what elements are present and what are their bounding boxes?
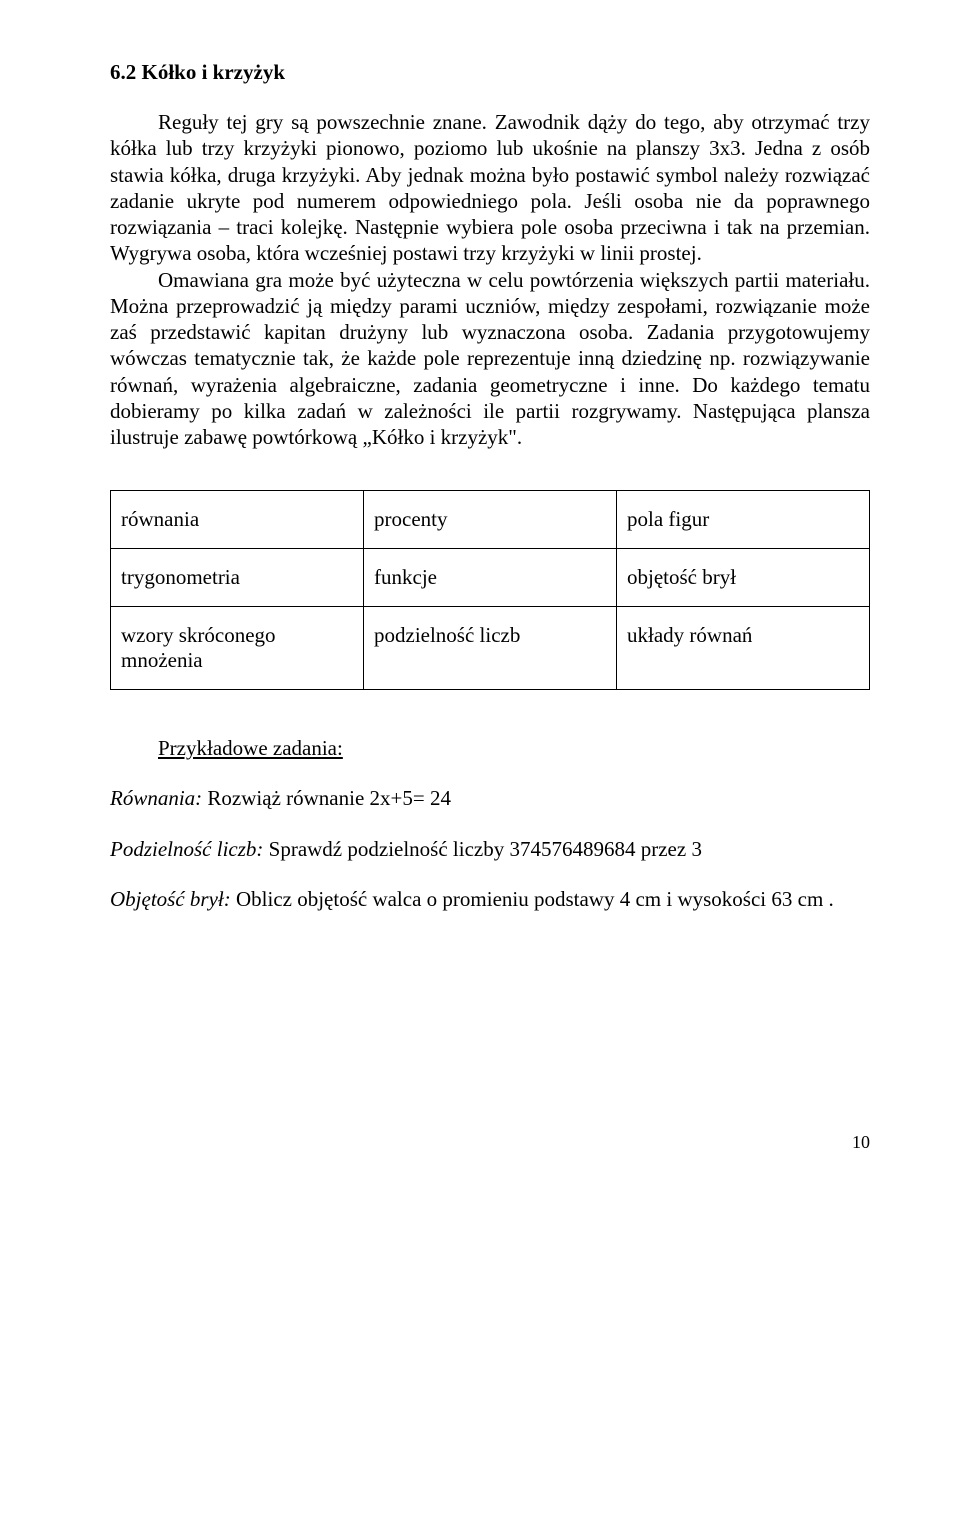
example-2: Podzielność liczb: Sprawdź podzielność l… (110, 836, 870, 862)
table-cell: pola figur (617, 491, 870, 549)
topic-grid-table: równania procenty pola figur trygonometr… (110, 490, 870, 690)
table-cell: objętość brył (617, 549, 870, 607)
section-heading: 6.2 Kółko i krzyżyk (110, 60, 870, 85)
table-cell: układy równań (617, 607, 870, 690)
example-3-label: Objętość brył: (110, 887, 231, 911)
table-cell: wzory skróconego mnożenia (111, 607, 364, 690)
paragraph-1: Reguły tej gry są powszechnie znane. Zaw… (110, 109, 870, 267)
example-2-label: Podzielność liczb: (110, 837, 263, 861)
table-row: wzory skróconego mnożenia podzielność li… (111, 607, 870, 690)
example-3: Objętość brył: Oblicz objętość walca o p… (110, 886, 870, 912)
table-cell: funkcje (364, 549, 617, 607)
table-cell: równania (111, 491, 364, 549)
example-1: Równania: Rozwiąż równanie 2x+5= 24 (110, 785, 870, 811)
table-cell: procenty (364, 491, 617, 549)
examples-heading: Przykładowe zadania: (158, 736, 870, 761)
paragraph-2: Omawiana gra może być użyteczna w celu p… (110, 267, 870, 451)
document-page: 6.2 Kółko i krzyżyk Reguły tej gry są po… (0, 0, 960, 1193)
example-1-label: Równania: (110, 786, 202, 810)
page-number: 10 (110, 1132, 870, 1153)
table-cell: podzielność liczb (364, 607, 617, 690)
example-2-text: Sprawdź podzielność liczby 374576489684 … (263, 837, 702, 861)
table-cell: trygonometria (111, 549, 364, 607)
example-3-text: Oblicz objętość walca o promieniu podsta… (231, 887, 834, 911)
table-row: równania procenty pola figur (111, 491, 870, 549)
table-row: trygonometria funkcje objętość brył (111, 549, 870, 607)
example-1-text: Rozwiąż równanie 2x+5= 24 (202, 786, 451, 810)
